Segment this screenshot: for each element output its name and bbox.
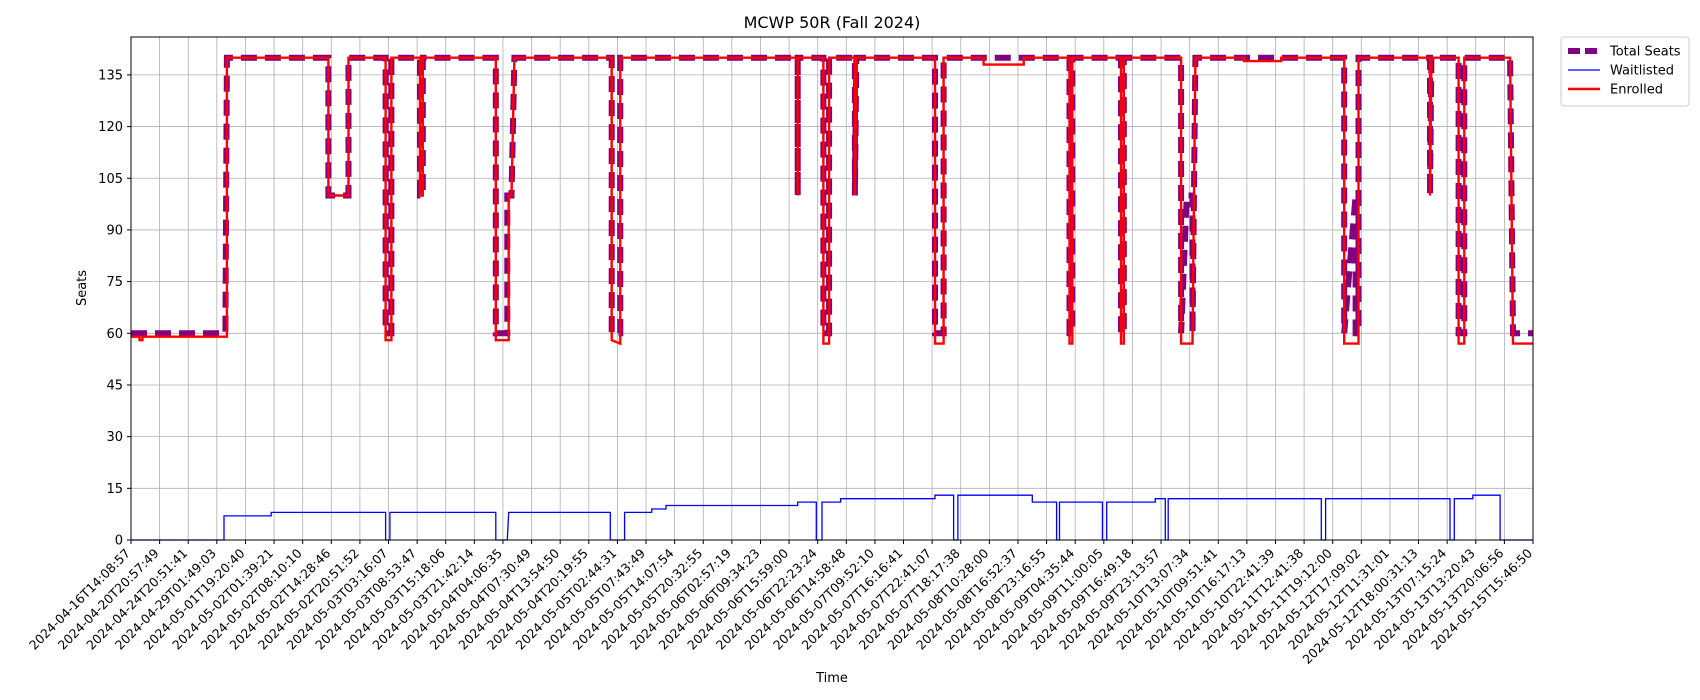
y-tick-label: 30 bbox=[106, 430, 123, 445]
plot-frame bbox=[130, 36, 1534, 541]
grid-lines bbox=[130, 37, 1534, 541]
series-line-waitlisted bbox=[131, 494, 1533, 541]
chart-title: MCWP 50R (Fall 2024) bbox=[744, 13, 921, 32]
y-tick-label: 75 bbox=[106, 275, 123, 290]
x-ticks: 2024-04-16T14:08:572024-04-20T20:57:4920… bbox=[26, 540, 1535, 667]
legend: Total Seats Waitlisted Enrolled bbox=[1560, 36, 1690, 107]
y-tick-label: 105 bbox=[98, 172, 123, 187]
y-ticks: 0 15 30 45 60 75 90 105 120 135 bbox=[98, 68, 131, 549]
y-tick-label: 0 bbox=[115, 534, 123, 549]
y-tick-label: 135 bbox=[98, 68, 123, 83]
series-line-enrolled bbox=[131, 56, 1533, 346]
y-axis-label: Seats bbox=[75, 270, 90, 306]
y-tick-label: 90 bbox=[106, 223, 123, 238]
y-tick-label: 60 bbox=[106, 327, 123, 342]
y-tick-label: 45 bbox=[106, 378, 123, 393]
legend-label: Waitlisted bbox=[1610, 64, 1674, 79]
y-tick-label: 120 bbox=[98, 120, 123, 135]
y-tick-label: 15 bbox=[106, 482, 123, 497]
legend-label: Total Seats bbox=[1609, 45, 1681, 60]
x-axis-label: Time bbox=[815, 671, 848, 686]
legend-label: Enrolled bbox=[1610, 83, 1663, 98]
series-lines bbox=[131, 54, 1533, 541]
